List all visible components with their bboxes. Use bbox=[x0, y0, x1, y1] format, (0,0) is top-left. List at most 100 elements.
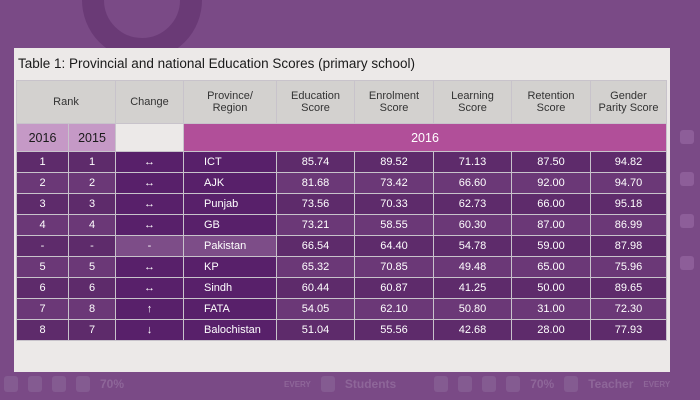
header-education-line2: Score bbox=[301, 102, 330, 114]
cell-rank-2015: 1 bbox=[68, 151, 116, 173]
cell-rank-2016: 3 bbox=[16, 193, 69, 215]
person-icon bbox=[506, 376, 521, 392]
background-icon bbox=[680, 172, 694, 186]
cell-rank-2015: 7 bbox=[68, 319, 116, 341]
cell-education-score: 73.21 bbox=[276, 214, 355, 236]
cell-enrolment-score: 89.52 bbox=[354, 151, 434, 173]
header-retention-score: Retention Score bbox=[511, 80, 591, 124]
cell-gender-parity-score: 94.70 bbox=[590, 172, 667, 194]
cell-rank-2016: 6 bbox=[16, 277, 69, 299]
cell-province: KP bbox=[183, 256, 277, 278]
cell-rank-2016: 5 bbox=[16, 256, 69, 278]
trophy-icon bbox=[76, 376, 90, 392]
strip-text-percent: 70% bbox=[100, 377, 125, 391]
cell-enrolment-score: 73.42 bbox=[354, 172, 434, 194]
header-learning-line2: Score bbox=[458, 102, 487, 114]
header-education-score: Education Score bbox=[276, 80, 355, 124]
subheader-year-2016: 2016 bbox=[16, 123, 69, 152]
trophy-icon bbox=[458, 376, 473, 392]
cell-education-score: 54.05 bbox=[276, 298, 355, 320]
cell-gender-parity-score: 87.98 bbox=[590, 235, 667, 257]
table-row: 3 3 ↔ Punjab 73.56 70.33 62.73 66.00 95.18 bbox=[16, 193, 667, 215]
cell-education-score: 66.54 bbox=[276, 235, 355, 257]
cell-enrolment-score: 60.87 bbox=[354, 277, 434, 299]
cell-change: ↔ bbox=[115, 256, 184, 278]
cell-change: ↔ bbox=[115, 193, 184, 215]
cell-rank-2016: 4 bbox=[16, 214, 69, 236]
cell-rank-2016: 7 bbox=[16, 298, 69, 320]
cell-learning-score: 50.80 bbox=[433, 298, 512, 320]
header-province: Province/ Region bbox=[183, 80, 277, 124]
cell-change: ↓ bbox=[115, 319, 184, 341]
cell-change: - bbox=[115, 235, 184, 257]
cell-rank-2016: 8 bbox=[16, 319, 69, 341]
background-icon bbox=[680, 130, 694, 144]
cell-change: ↔ bbox=[115, 172, 184, 194]
cell-learning-score: 54.78 bbox=[433, 235, 512, 257]
cell-province: FATA bbox=[183, 298, 277, 320]
cell-retention-score: 50.00 bbox=[511, 277, 591, 299]
cell-gender-parity-score: 95.18 bbox=[590, 193, 667, 215]
cell-learning-score: 60.30 bbox=[433, 214, 512, 236]
cell-change: ↔ bbox=[115, 277, 184, 299]
cell-rank-2016: 2 bbox=[16, 172, 69, 194]
cell-rank-2015: 8 bbox=[68, 298, 116, 320]
cell-retention-score: 87.50 bbox=[511, 151, 591, 173]
header-rank: Rank bbox=[16, 80, 116, 124]
subheader-change-blank bbox=[115, 123, 184, 152]
person-icon bbox=[434, 376, 449, 392]
cell-province: Balochistan bbox=[183, 319, 277, 341]
person-icon bbox=[28, 376, 42, 392]
cell-retention-score: 66.00 bbox=[511, 193, 591, 215]
background-icon bbox=[680, 214, 694, 228]
cell-gender-parity-score: 89.65 bbox=[590, 277, 667, 299]
cell-enrolment-score: 55.56 bbox=[354, 319, 434, 341]
cell-enrolment-score: 62.10 bbox=[354, 298, 434, 320]
subheader-scores-year: 2016 bbox=[183, 123, 667, 152]
header-gender-parity-score: Gender Parity Score bbox=[590, 80, 667, 124]
header-enrolment-line2: Score bbox=[379, 102, 409, 114]
cell-province: AJK bbox=[183, 172, 277, 194]
background-icon bbox=[680, 256, 694, 270]
cell-gender-parity-score: 72.30 bbox=[590, 298, 667, 320]
cell-learning-score: 71.13 bbox=[433, 151, 512, 173]
cell-retention-score: 65.00 bbox=[511, 256, 591, 278]
background-infographic-strip: 70% EVERY Students 70% Teacher EVERY bbox=[0, 368, 700, 400]
strip-text-teacher: Teacher bbox=[588, 377, 634, 391]
cell-change: ↑ bbox=[115, 298, 184, 320]
table-row: 4 4 ↔ GB 73.21 58.55 60.30 87.00 86.99 bbox=[16, 214, 667, 236]
cell-gender-parity-score: 94.82 bbox=[590, 151, 667, 173]
cell-enrolment-score: 58.55 bbox=[354, 214, 434, 236]
cell-change: ↔ bbox=[115, 214, 184, 236]
table-row: 6 6 ↔ Sindh 60.44 60.87 41.25 50.00 89.65 bbox=[16, 277, 667, 299]
cell-education-score: 73.56 bbox=[276, 193, 355, 215]
table-row: 5 5 ↔ KP 65.32 70.85 49.48 65.00 75.96 bbox=[16, 256, 667, 278]
table-body: 1 1 ↔ ICT 85.74 89.52 71.13 87.50 94.82 2 2 ↔ AJK 81.… bbox=[16, 151, 667, 341]
cell-enrolment-score: 70.33 bbox=[354, 193, 434, 215]
person-icon bbox=[320, 376, 335, 392]
cell-change: ↔ bbox=[115, 151, 184, 173]
strip-text-percent-2: 70% bbox=[530, 377, 555, 391]
header-row: Rank Change Province/ Region Education S… bbox=[16, 80, 667, 124]
subheader-row: 2016 2015 2016 bbox=[16, 123, 667, 152]
cell-rank-2015: 6 bbox=[68, 277, 116, 299]
cell-rank-2016: 1 bbox=[16, 151, 69, 173]
cell-gender-parity-score: 86.99 bbox=[590, 214, 667, 236]
cell-gender-parity-score: 75.96 bbox=[590, 256, 667, 278]
person-icon bbox=[482, 376, 497, 392]
cell-learning-score: 42.68 bbox=[433, 319, 512, 341]
header-learning-line1: Learning bbox=[451, 90, 494, 102]
cell-province: ICT bbox=[183, 151, 277, 173]
header-retention-line1: Retention bbox=[527, 90, 575, 102]
table-caption: Table 1: Provincial and national Educati… bbox=[18, 56, 415, 71]
cell-education-score: 85.74 bbox=[276, 151, 355, 173]
cell-retention-score: 59.00 bbox=[511, 235, 591, 257]
strip-text-students: Students bbox=[344, 377, 397, 391]
table-row: 2 2 ↔ AJK 81.68 73.42 66.60 92.00 94.70 bbox=[16, 172, 667, 194]
cell-province: GB bbox=[183, 214, 277, 236]
person-icon bbox=[564, 376, 579, 392]
header-learning-score: Learning Score bbox=[433, 80, 512, 124]
cell-rank-2015: 3 bbox=[68, 193, 116, 215]
background-icon-column bbox=[680, 130, 696, 320]
cell-retention-score: 31.00 bbox=[511, 298, 591, 320]
